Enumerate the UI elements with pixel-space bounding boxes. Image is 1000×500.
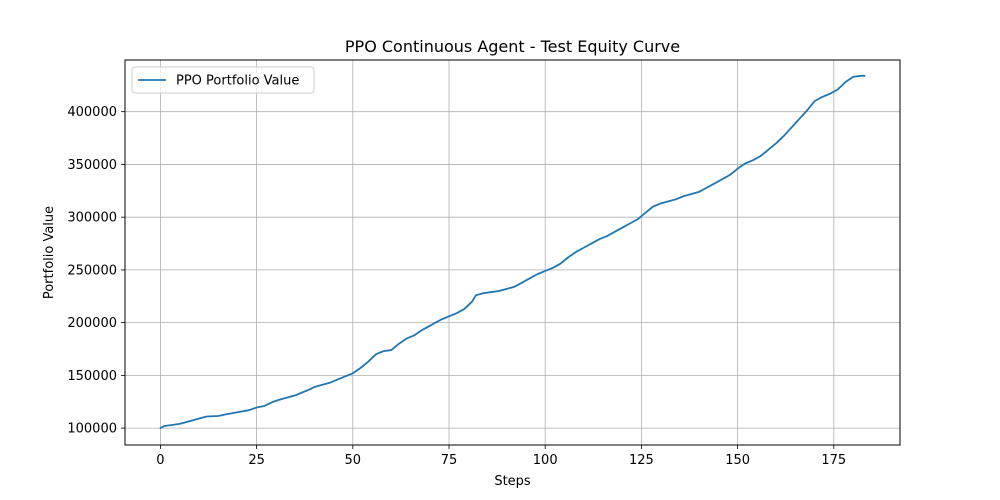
y-tick-label: 250000 bbox=[67, 263, 117, 278]
y-tick-label: 150000 bbox=[67, 369, 117, 384]
y-tick-label: 200000 bbox=[67, 316, 117, 331]
y-tick-label: 100000 bbox=[67, 422, 117, 437]
y-ticks: 100000 150000 200000 250000 300000 350000 4000… bbox=[67, 105, 125, 437]
y-tick-label: 400000 bbox=[67, 105, 117, 120]
plot-frame bbox=[124, 59, 901, 446]
legend-box bbox=[131, 66, 315, 94]
x-tick-label: 175 bbox=[821, 453, 846, 468]
chart-title: PPO Continuous Agent - Test Equity Curve bbox=[345, 37, 680, 56]
x-ticks: 0 25 50 75 100 125 150 175 bbox=[156, 445, 846, 468]
legend-entry-label: PPO Portfolio Value bbox=[176, 74, 299, 89]
x-tick-label: 150 bbox=[725, 453, 750, 468]
x-tick-label: 25 bbox=[248, 453, 265, 468]
y-tick-label: 350000 bbox=[67, 158, 117, 173]
series-layer bbox=[159, 74, 866, 430]
x-tick-label: 75 bbox=[441, 453, 458, 468]
y-axis-label: Portfolio Value bbox=[42, 206, 57, 299]
y-tick-label: 300000 bbox=[67, 211, 117, 226]
x-tick-label: 0 bbox=[156, 453, 164, 468]
x-tick-label: 50 bbox=[345, 453, 362, 468]
x-axis-label: Steps bbox=[494, 474, 531, 489]
series-line-ppo-portfolio-value bbox=[159, 74, 866, 430]
grid bbox=[125, 60, 900, 445]
x-tick-label: 100 bbox=[533, 453, 558, 468]
x-tick-label: 125 bbox=[629, 453, 654, 468]
legend: PPO Portfolio Value bbox=[131, 66, 315, 94]
